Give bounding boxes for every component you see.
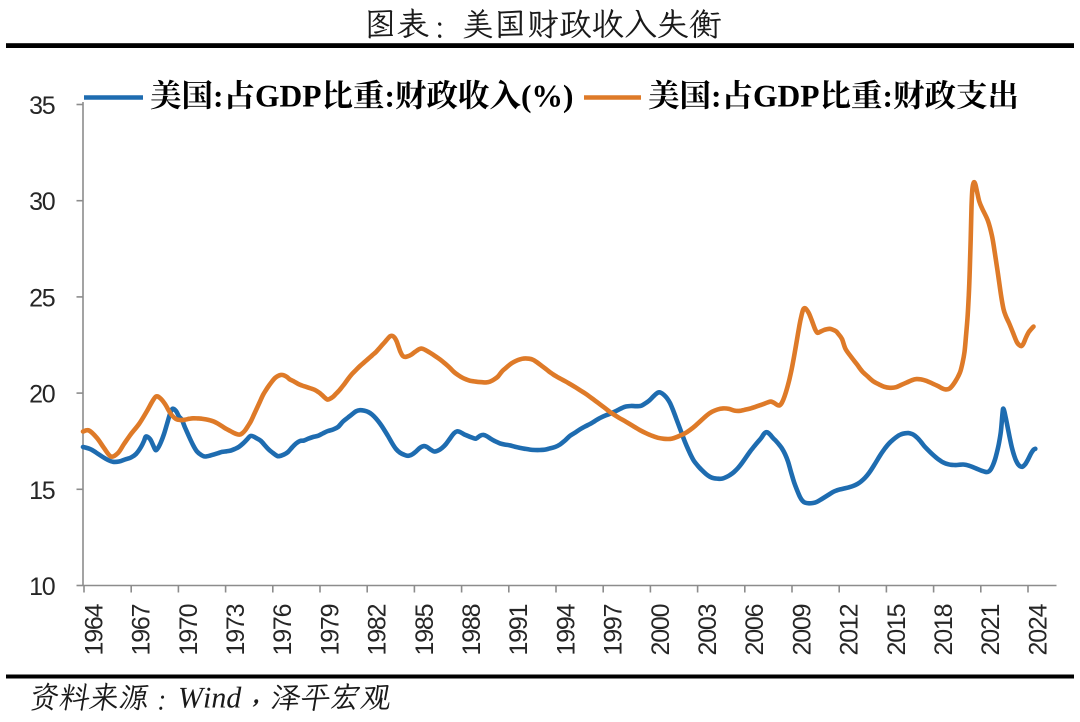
- svg-text:15: 15: [29, 477, 55, 505]
- svg-text:1970: 1970: [175, 604, 203, 655]
- svg-text:20: 20: [29, 381, 55, 409]
- svg-text:10: 10: [29, 573, 55, 601]
- svg-text:1982: 1982: [364, 604, 392, 655]
- svg-text:1991: 1991: [505, 604, 533, 655]
- svg-text:2000: 2000: [647, 604, 675, 655]
- svg-text:1997: 1997: [600, 604, 628, 655]
- svg-text:1976: 1976: [269, 604, 297, 655]
- svg-text:1967: 1967: [128, 604, 156, 655]
- svg-text:2006: 2006: [741, 604, 769, 655]
- svg-text:2021: 2021: [977, 604, 1005, 655]
- svg-text:1985: 1985: [411, 604, 439, 655]
- svg-text:2024: 2024: [1024, 603, 1052, 655]
- svg-text:1988: 1988: [458, 604, 486, 655]
- svg-text:2018: 2018: [930, 604, 958, 655]
- svg-text:2015: 2015: [883, 604, 911, 655]
- svg-text:1994: 1994: [552, 603, 580, 655]
- svg-text:30: 30: [29, 188, 55, 216]
- svg-text:1964: 1964: [80, 603, 108, 655]
- svg-text:1979: 1979: [316, 604, 344, 655]
- svg-text:1973: 1973: [222, 604, 250, 655]
- svg-text:35: 35: [29, 92, 55, 120]
- svg-text:2012: 2012: [836, 604, 864, 655]
- svg-text:25: 25: [29, 284, 55, 312]
- svg-text:2009: 2009: [788, 604, 816, 655]
- svg-text:2003: 2003: [694, 604, 722, 655]
